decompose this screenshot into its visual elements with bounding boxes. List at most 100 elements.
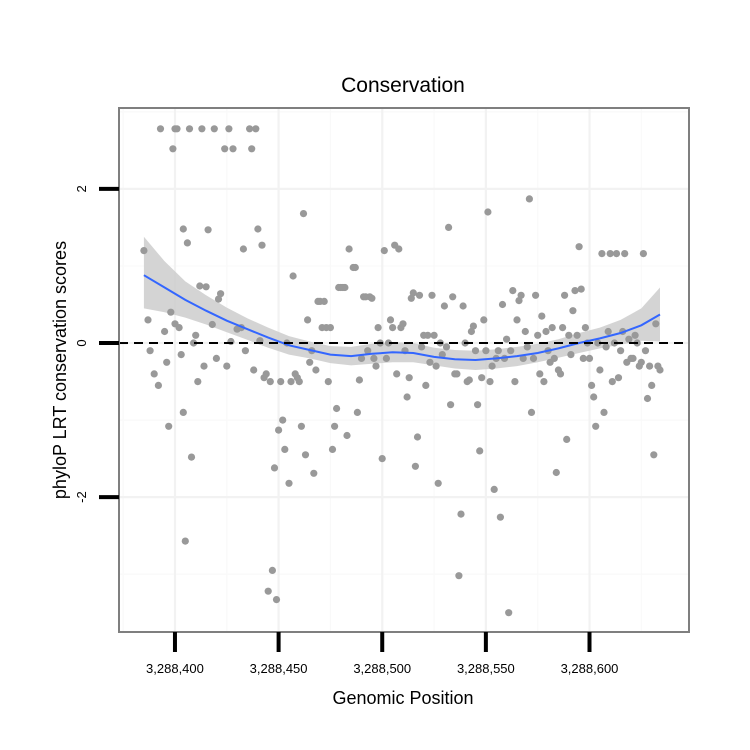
- data-point: [614, 374, 623, 382]
- data-point: [505, 609, 513, 617]
- x-tick-label: 3,288,600: [561, 661, 619, 676]
- x-axis-title: Genomic Position: [332, 688, 473, 708]
- data-point: [577, 285, 585, 293]
- data-point: [496, 513, 504, 521]
- data-point: [301, 451, 310, 459]
- data-point: [351, 263, 359, 272]
- data-point: [646, 362, 654, 370]
- data-point: [173, 125, 181, 133]
- data-point: [407, 294, 415, 302]
- data-point: [331, 422, 339, 430]
- x-tick-label: 3,288,450: [250, 661, 308, 676]
- data-point: [459, 302, 467, 310]
- data-point: [561, 291, 569, 299]
- data-point: [536, 370, 544, 378]
- data-point: [320, 297, 328, 305]
- data-point: [246, 125, 254, 133]
- data-point: [279, 416, 287, 424]
- data-point: [540, 378, 548, 386]
- data-point: [275, 426, 283, 434]
- data-point: [573, 331, 581, 339]
- data-point: [326, 324, 334, 332]
- data-point: [411, 462, 419, 470]
- data-point: [656, 366, 664, 374]
- data-point: [212, 354, 220, 362]
- x-tick-label: 3,288,400: [146, 661, 204, 676]
- data-point: [167, 308, 175, 316]
- data-point: [179, 408, 187, 416]
- data-point: [312, 366, 320, 374]
- data-point: [534, 331, 542, 339]
- data-point: [503, 335, 511, 343]
- data-point: [588, 381, 596, 389]
- data-point: [364, 347, 372, 355]
- data-point: [581, 324, 590, 332]
- data-point: [565, 331, 573, 339]
- data-point: [179, 225, 187, 233]
- data-point: [208, 320, 216, 329]
- data-point: [154, 381, 162, 389]
- data-point: [306, 358, 314, 366]
- data-point: [272, 596, 281, 604]
- data-point: [380, 247, 388, 255]
- data-point: [440, 302, 448, 310]
- data-point: [457, 510, 465, 518]
- data-point: [442, 343, 451, 351]
- data-point: [194, 378, 202, 386]
- data-point: [190, 339, 198, 347]
- data-point: [474, 401, 482, 409]
- data-point: [355, 376, 363, 384]
- data-point: [612, 250, 621, 258]
- minor-gridlines: [119, 108, 689, 632]
- confidence-band: [143, 236, 660, 370]
- data-point: [250, 366, 258, 374]
- data-point: [598, 250, 606, 258]
- data-point: [521, 327, 529, 336]
- data-point: [484, 208, 492, 216]
- data-point: [596, 366, 604, 374]
- data-point: [266, 378, 274, 386]
- data-point: [287, 378, 295, 386]
- data-point: [509, 287, 517, 295]
- data-point: [511, 378, 519, 386]
- data-point: [181, 537, 189, 545]
- data-point: [297, 422, 305, 430]
- data-point: [372, 362, 380, 370]
- data-point: [183, 239, 191, 247]
- data-point: [625, 335, 633, 343]
- data-point: [604, 327, 612, 336]
- data-point: [175, 324, 183, 332]
- panel-border: [118, 107, 690, 633]
- data-point: [403, 393, 411, 401]
- data-point: [585, 354, 594, 362]
- data-point: [643, 394, 652, 403]
- data-point: [422, 381, 430, 389]
- data-point: [192, 331, 200, 339]
- data-point: [368, 294, 376, 302]
- data-point: [447, 401, 455, 409]
- data-point: [248, 145, 256, 153]
- data-point: [465, 376, 473, 384]
- data-point: [538, 312, 546, 320]
- y-tick-label: 0: [74, 339, 89, 346]
- data-point: [221, 145, 229, 153]
- data-point: [567, 351, 575, 359]
- data-point: [333, 404, 341, 413]
- data-point: [527, 408, 536, 416]
- data-point: [187, 453, 196, 461]
- data-point: [469, 322, 477, 330]
- data-point: [648, 381, 656, 389]
- data-point: [471, 347, 480, 355]
- data-point: [382, 354, 390, 362]
- data-point: [229, 145, 237, 153]
- data-point: [409, 289, 417, 297]
- data-point: [478, 374, 486, 382]
- data-point: [629, 354, 637, 362]
- data-point: [494, 347, 502, 355]
- data-point: [571, 287, 579, 295]
- data-point: [430, 331, 438, 339]
- data-point: [217, 290, 225, 298]
- data-point: [602, 343, 610, 351]
- data-point: [525, 195, 534, 203]
